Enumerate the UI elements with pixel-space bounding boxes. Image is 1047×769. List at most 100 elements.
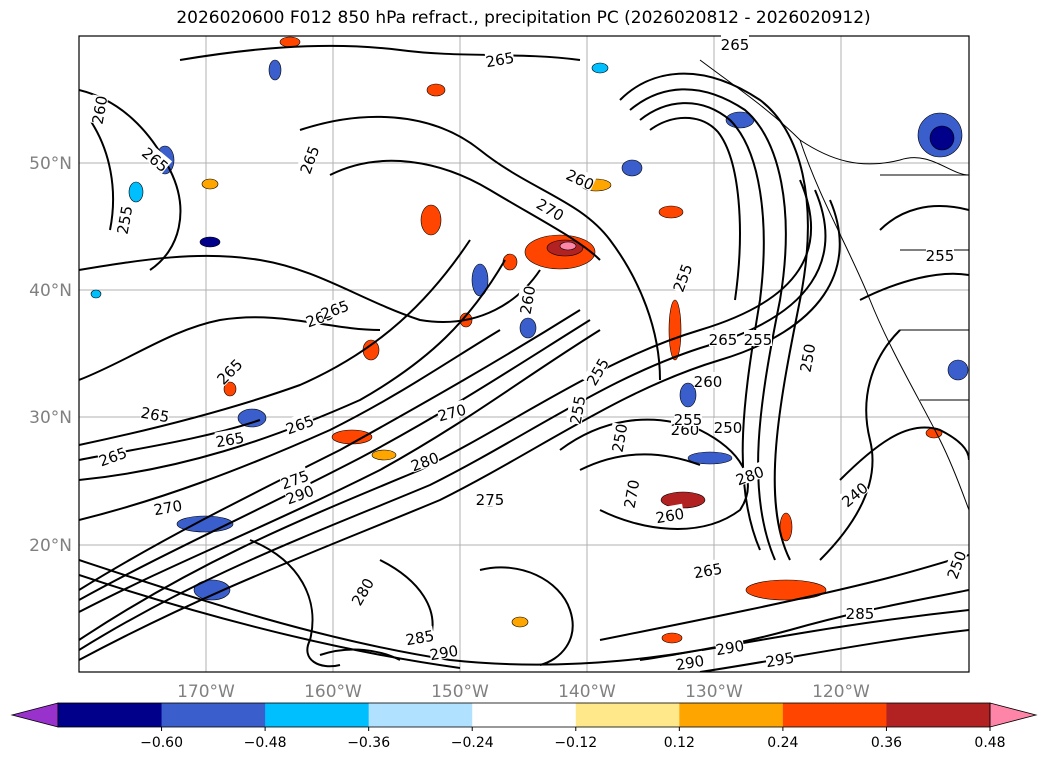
contour-label-bg	[714, 418, 742, 434]
contour-label: 270	[152, 497, 183, 520]
contour-label-bg	[942, 548, 968, 581]
contour-label-bg	[484, 47, 515, 69]
contour-label-bg	[926, 246, 954, 262]
contour-label: 265	[484, 49, 515, 72]
lat-label: 50°N	[29, 154, 72, 174]
colorbar-tick-label: −0.60	[140, 735, 183, 751]
contour-label: 255	[674, 411, 703, 429]
map-title: 2026020600 F012 850 hPa refract., precip…	[176, 8, 871, 28]
contour-label: 265	[721, 36, 750, 54]
colorbar-segment	[679, 703, 784, 727]
contour-label-bg	[692, 558, 723, 580]
contour-label-bg	[565, 394, 587, 425]
lon-label: 120°W	[812, 682, 870, 702]
contour-label: 290	[428, 642, 459, 665]
contour-label-bg	[534, 194, 568, 223]
contour-label-bg	[87, 94, 109, 125]
colorbar-segment	[782, 703, 887, 727]
colorbar-segment	[472, 703, 577, 727]
contour-label-bg	[476, 490, 504, 506]
colorbar-tick-label: 0.12	[664, 735, 695, 751]
contour-label: 290	[674, 652, 705, 675]
contour-label-bg	[278, 465, 311, 491]
contour-label: 285	[404, 627, 435, 650]
contour-label: 265	[139, 404, 170, 427]
contour-label: 250	[714, 419, 743, 437]
contour-label-bg	[283, 410, 316, 436]
contour-label-bg	[96, 442, 129, 468]
colorbar: −0.60 −0.48 −0.36 −0.24 −0.12 0.12 0.24 0.36 0.4…	[10, 702, 1038, 751]
contour-label-bg	[214, 427, 245, 449]
contour-label: 255	[114, 204, 137, 235]
contour-label-bg	[654, 503, 685, 525]
contour-label: 270	[621, 478, 644, 509]
map-frame	[78, 35, 970, 673]
contour-label: 265	[214, 429, 245, 452]
contour-label-bg	[435, 399, 468, 423]
contour-label-bg	[140, 143, 173, 174]
lon-label: 160°W	[304, 682, 362, 702]
contour-label-bg	[152, 495, 183, 517]
colorbar-tick-label: −0.12	[554, 735, 597, 751]
contour-label-bg	[607, 422, 629, 453]
contour-label-bg	[795, 342, 817, 373]
contour-label-bg	[744, 330, 772, 346]
contour-label-bg	[404, 625, 435, 647]
contour-label-bg	[714, 635, 745, 657]
colorbar-segment	[575, 703, 680, 727]
colorbar-segment	[161, 703, 266, 727]
precip-patches	[90, 36, 969, 644]
contour-label-bg	[764, 647, 795, 669]
contour-label-bg	[721, 35, 749, 51]
colorbar-extend-max	[989, 702, 1038, 728]
contour-label-bg	[140, 402, 171, 424]
colorbar-tick-label: −0.48	[244, 735, 287, 751]
contour-label: 255	[744, 331, 773, 349]
lat-label: 30°N	[29, 408, 72, 428]
colorbar-frame	[57, 702, 991, 728]
contour-label-bg	[515, 284, 537, 315]
contour-label: 255	[926, 247, 955, 265]
contour-label-bg	[112, 204, 134, 235]
colorbar-segment	[886, 703, 991, 727]
colorbar-tick-label: 0.24	[767, 735, 798, 751]
lon-axis-labels: 170°W 160°W 150°W 140°W 130°W 120°W	[177, 682, 870, 702]
contour-label-bg	[619, 478, 641, 509]
colorbar-segment	[368, 703, 473, 727]
contour-label-bg	[668, 261, 694, 294]
contour-label-bg	[408, 447, 441, 473]
contour-label: 260	[694, 373, 723, 391]
lon-label: 150°W	[431, 682, 489, 702]
lon-label: 130°W	[685, 682, 743, 702]
colorbar-tick-label: 0.48	[974, 735, 1005, 751]
contour-label: 260	[654, 505, 685, 528]
contour-label: 265	[692, 560, 723, 583]
coastlines	[699, 59, 969, 511]
lat-axis-labels: 50°N 40°N 30°N 20°N	[29, 154, 72, 556]
contour-label-bg	[837, 478, 870, 509]
contour-label-bg	[694, 372, 722, 388]
colorbar-segment	[58, 703, 163, 727]
contour-label-bg	[674, 410, 702, 426]
contour-label-bg	[428, 640, 459, 662]
contour-label: 250	[797, 342, 820, 373]
colorbar-extend-min	[10, 702, 59, 728]
lat-label: 20°N	[29, 536, 72, 556]
colorbar-tick-label: −0.36	[347, 735, 390, 751]
contour-label-bg	[733, 461, 766, 487]
contour-label-bg	[213, 355, 245, 387]
lon-label: 140°W	[558, 682, 616, 702]
contour-label-bg	[295, 143, 321, 176]
contour-label-bg	[347, 574, 376, 608]
lon-label: 170°W	[177, 682, 235, 702]
lat-label: 40°N	[29, 281, 72, 301]
contour-label-bg	[318, 295, 351, 321]
contour-label: 275	[476, 491, 505, 509]
contour-label-bg	[283, 480, 316, 506]
contour-label: 290	[714, 637, 745, 660]
contour-label: 250	[609, 422, 632, 453]
contour-label-bg	[564, 165, 597, 192]
contour-label-bg	[709, 330, 737, 346]
colorbar-tick-label: −0.24	[451, 735, 494, 751]
